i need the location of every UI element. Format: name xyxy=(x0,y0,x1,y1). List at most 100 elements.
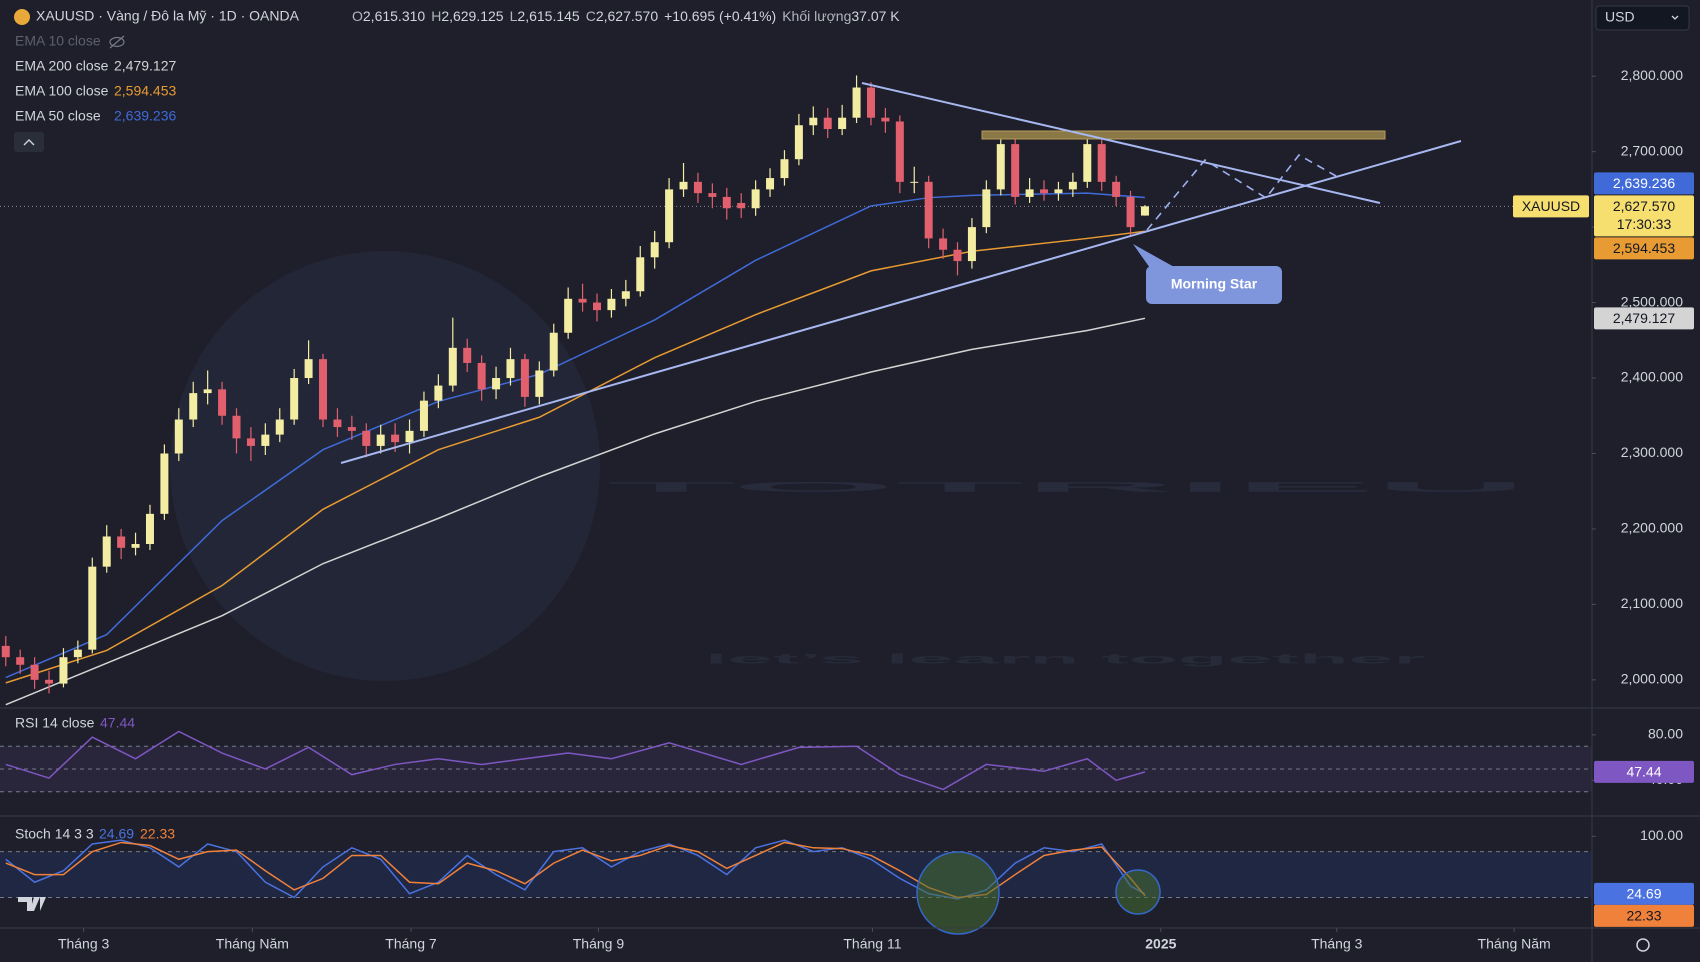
candle-body xyxy=(145,513,154,545)
y-tick-label: 2,400.000 xyxy=(1621,369,1683,385)
candle-body xyxy=(1,645,10,658)
candle-body xyxy=(895,121,904,182)
candle-body xyxy=(246,438,255,446)
indicator-line xyxy=(5,192,1146,679)
currency-select[interactable] xyxy=(1595,5,1690,31)
x-tick-label: Tháng 3 xyxy=(58,936,110,952)
candle-body xyxy=(376,434,385,446)
highlight-circle xyxy=(1115,869,1161,915)
candle-body xyxy=(174,419,183,454)
price-tag xyxy=(1594,237,1694,260)
price-tag-label: 2,627.570 xyxy=(1613,198,1675,214)
volume-name: Khối lượng xyxy=(782,8,851,24)
currency-label[interactable]: USD xyxy=(1605,9,1635,25)
candle-body xyxy=(665,189,674,243)
watermark-tagline: let’s learn together xyxy=(705,651,1428,667)
legend-name: EMA 50 close xyxy=(15,108,101,124)
price-tag-label: 2,479.127 xyxy=(1613,310,1675,326)
rsi-legend: RSI 14 close xyxy=(15,715,95,731)
legend-value: 2,479.127 xyxy=(114,58,176,74)
candle-body xyxy=(16,657,25,665)
projection-path xyxy=(1146,153,1337,231)
y-tick-label: 2,100.000 xyxy=(1621,595,1683,611)
price-tag xyxy=(1594,195,1694,237)
ohlc-legend: O2,615.310 H2,629.125 L2,615.145 C2,627.570… xyxy=(352,8,900,24)
candle-body xyxy=(362,430,371,446)
price-tag-label: 22.33 xyxy=(1626,908,1661,924)
price-tag-label: 2,594.453 xyxy=(1613,240,1675,256)
stoch-legend: Stoch 14 3 3 xyxy=(15,826,94,842)
callout-pointer xyxy=(1133,244,1176,268)
y-tick-label: 2,700.000 xyxy=(1621,142,1683,158)
candle-body xyxy=(232,415,241,439)
candle-body xyxy=(996,144,1005,190)
candle-body xyxy=(549,332,558,371)
price-tag xyxy=(1594,172,1694,195)
legend-value: 2,594.453 xyxy=(114,83,176,99)
axes: 2,000.000 2,100.000 2,200.000 2,300.000 2,40… xyxy=(58,67,1694,952)
candle-body xyxy=(564,298,573,333)
x-tick-label: Tháng 3 xyxy=(1311,936,1363,952)
candle-body xyxy=(261,434,270,446)
candle-body xyxy=(636,257,645,292)
dropdown-chevron xyxy=(1671,15,1679,20)
eye-slash xyxy=(109,35,125,49)
price-tag xyxy=(1594,760,1694,783)
stoch-d-value: 22.33 xyxy=(140,826,175,842)
candle-body xyxy=(809,117,818,126)
candle-body xyxy=(924,181,933,239)
candle-body xyxy=(347,427,356,431)
candle-body xyxy=(131,544,140,548)
x-tick-label: 2025 xyxy=(1145,936,1176,952)
ohlc-name: O xyxy=(352,8,363,24)
ohlc-value: 2,615.310 xyxy=(363,8,425,24)
collapse-chevron xyxy=(23,139,35,146)
x-tick-label: Tháng Năm xyxy=(1478,936,1551,952)
candle-body xyxy=(1054,189,1063,194)
eye-off-icon[interactable] xyxy=(109,35,125,49)
y-tick-label: 80.00 xyxy=(1648,726,1683,742)
candle-body xyxy=(304,359,313,379)
candle-body xyxy=(30,664,39,680)
candle-body xyxy=(160,453,169,514)
candle-body xyxy=(1040,189,1049,194)
highlight-circle xyxy=(916,851,1000,935)
candle-body xyxy=(794,125,803,160)
candle-body xyxy=(939,238,948,250)
legend-name: EMA 100 close xyxy=(15,83,109,99)
x-tick-label: Tháng 9 xyxy=(573,936,625,952)
resistance-zone xyxy=(981,130,1386,140)
candle-body xyxy=(405,430,414,443)
collapse-button[interactable] xyxy=(14,132,44,152)
band-fill xyxy=(0,851,1592,898)
candle-body xyxy=(463,347,472,363)
ohlc-value: 2,615.145 xyxy=(517,8,579,24)
y-tick-label: 2,800.000 xyxy=(1621,67,1683,83)
drawings: Morning Star xyxy=(340,82,1462,935)
candle-body xyxy=(477,362,486,390)
candle-body xyxy=(448,347,457,386)
y-tick-label: 2,200.000 xyxy=(1621,520,1683,536)
price-tag xyxy=(1594,882,1694,905)
indicator-line xyxy=(5,230,1146,684)
candle-body xyxy=(1068,181,1077,190)
price-tag xyxy=(1594,904,1694,927)
price-tag-label: 47.44 xyxy=(1626,764,1661,780)
candle-body xyxy=(1011,144,1020,197)
price-tag-label: 24.69 xyxy=(1626,886,1661,902)
candle-body xyxy=(535,370,544,397)
settings-icon[interactable] xyxy=(1636,938,1650,952)
tv-logo[interactable] xyxy=(18,897,46,911)
stoch-k-value: 24.69 xyxy=(99,826,134,842)
x-tick-label: Tháng 7 xyxy=(385,936,437,952)
candle-body xyxy=(419,400,428,431)
symbol-tag-label: XAUUSD xyxy=(1522,198,1580,214)
candle-body xyxy=(1140,206,1149,216)
ohlc-value: 2,627.570 xyxy=(596,8,658,24)
candle-body xyxy=(838,117,847,130)
candle-body xyxy=(520,359,529,397)
candle-body xyxy=(492,378,501,390)
candle-body xyxy=(766,178,775,190)
